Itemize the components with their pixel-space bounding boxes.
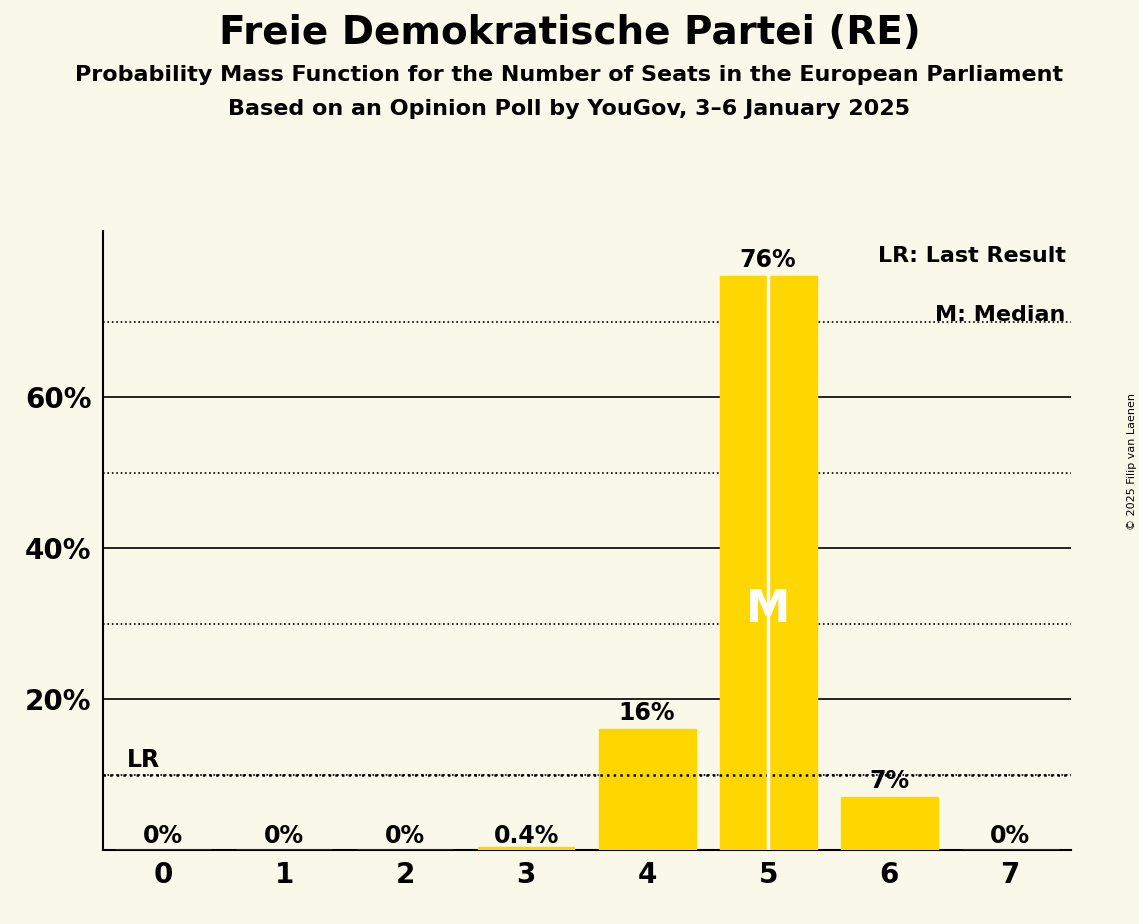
Text: Freie Demokratische Partei (RE): Freie Demokratische Partei (RE) [219, 14, 920, 52]
Text: Probability Mass Function for the Number of Seats in the European Parliament: Probability Mass Function for the Number… [75, 65, 1064, 85]
Text: 76%: 76% [740, 248, 796, 272]
Text: 16%: 16% [618, 700, 675, 724]
Text: 0%: 0% [144, 824, 183, 848]
Text: LR: Last Result: LR: Last Result [878, 247, 1066, 266]
Bar [599, 729, 696, 850]
Text: 0.4%: 0.4% [493, 824, 559, 848]
Bar [477, 847, 574, 850]
Bar [720, 276, 817, 850]
Text: 0%: 0% [264, 824, 304, 848]
Text: Based on an Opinion Poll by YouGov, 3–6 January 2025: Based on an Opinion Poll by YouGov, 3–6 … [229, 99, 910, 119]
Text: 7%: 7% [869, 769, 909, 793]
Text: LR: LR [126, 748, 159, 772]
Bar [841, 797, 937, 850]
Text: M: Median: M: Median [935, 305, 1066, 325]
Text: © 2025 Filip van Laenen: © 2025 Filip van Laenen [1126, 394, 1137, 530]
Text: 0%: 0% [990, 824, 1030, 848]
Text: M: M [746, 588, 790, 630]
Text: 0%: 0% [385, 824, 425, 848]
